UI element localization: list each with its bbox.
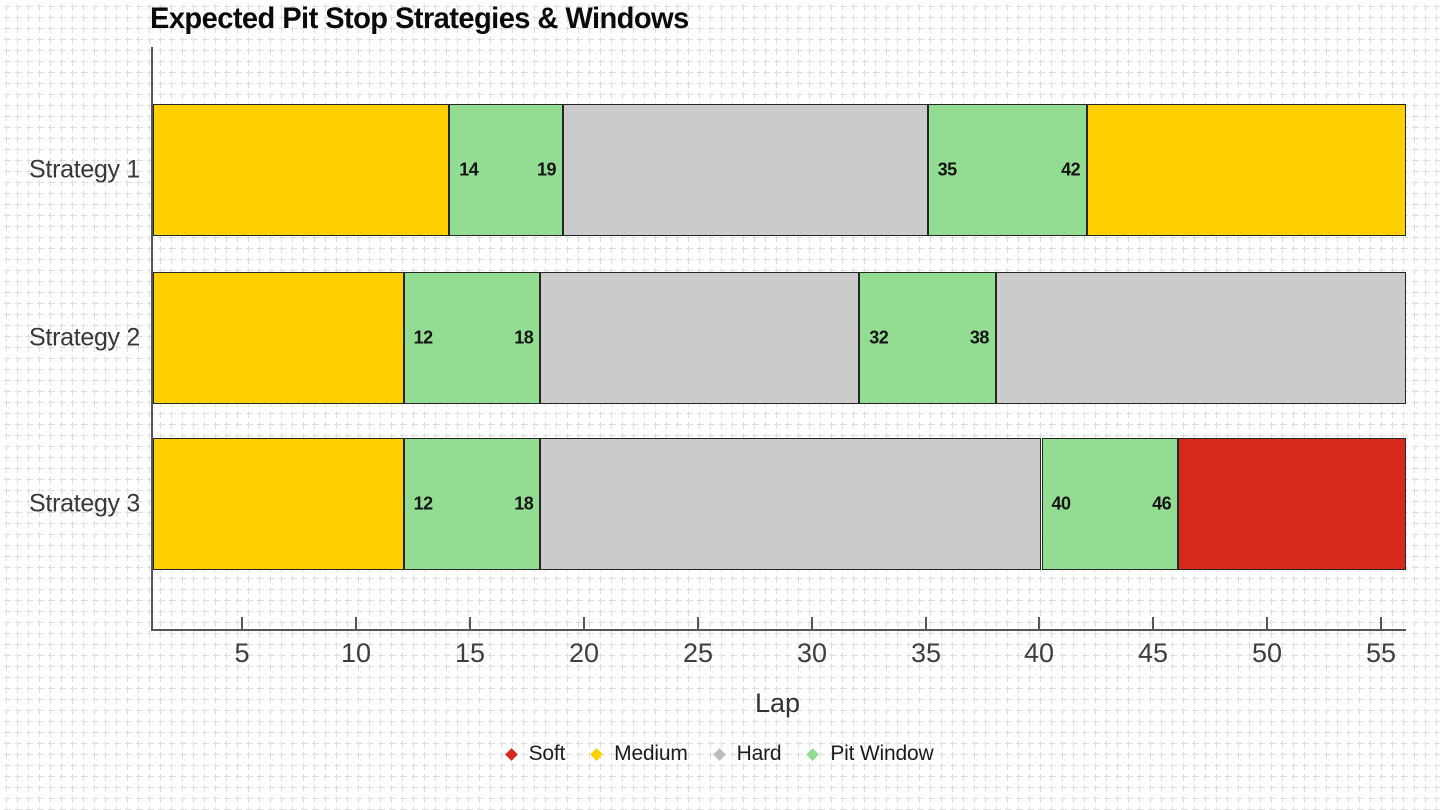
pit-window-start-label: 12 [413, 327, 434, 348]
x-tick [1152, 617, 1154, 629]
bar-segment-medium [1087, 104, 1406, 236]
chart-title: Expected Pit Stop Strategies & Windows [150, 2, 689, 35]
bar-segment-hard [995, 272, 1406, 404]
x-tick-label: 20 [568, 638, 600, 668]
x-tick [355, 617, 357, 629]
pit-window-start-label: 12 [413, 493, 434, 514]
pit-window-start-label: 35 [937, 159, 958, 180]
x-tick-label: 50 [1251, 638, 1283, 668]
x-tick-label: 10 [340, 638, 372, 668]
x-tick-label: 45 [1137, 638, 1169, 668]
legend-label: Hard [736, 742, 782, 765]
bar-segment-medium [153, 438, 404, 570]
x-tick-label: 55 [1365, 638, 1397, 668]
pit-window-end-label: 18 [514, 327, 534, 348]
bar-segment-hard [540, 272, 860, 404]
pit-window-end-label: 46 [1152, 493, 1172, 514]
legend-item-pit-window: Pit Window [806, 742, 934, 766]
bar-segment-pit-window: 12 18 [403, 438, 541, 570]
x-tick [811, 617, 813, 629]
x-tick-label: 30 [796, 638, 828, 668]
bar-segment-pit-window: 14 19 [449, 104, 564, 236]
legend-item-medium: Medium [590, 742, 688, 766]
bar-segment-soft [1178, 438, 1406, 570]
x-tick-label: 40 [1023, 638, 1055, 668]
x-tick [1380, 617, 1382, 629]
plot-area: 14 19 35 42 12 18 32 38 12 18 40 46 [151, 47, 1406, 631]
bar-segment-medium [153, 104, 450, 236]
x-tick [583, 617, 585, 629]
y-axis-label: Strategy 1 [29, 155, 140, 184]
legend-item-hard: Hard [712, 742, 782, 766]
pit-window-end-label: 42 [1061, 159, 1081, 180]
legend-label: Pit Window [830, 742, 934, 765]
bar-segment-pit-window: 35 42 [927, 104, 1088, 236]
bar-segment-pit-window: 40 46 [1041, 438, 1179, 570]
strategy-row: 12 18 40 46 [153, 438, 1406, 570]
bar-segment-medium [153, 272, 404, 404]
legend-diamond-icon [712, 747, 726, 761]
y-axis-label: Strategy 2 [29, 323, 140, 352]
x-tick-label: 35 [910, 638, 942, 668]
legend-diamond-icon [590, 747, 604, 761]
pit-window-end-label: 38 [969, 327, 990, 348]
bar-segment-hard [563, 104, 928, 236]
x-axis-title: Lap [754, 688, 801, 718]
pit-window-start-label: 32 [869, 327, 889, 348]
pit-window-start-label: 14 [459, 159, 479, 180]
pit-window-end-label: 18 [514, 493, 534, 514]
bar-segment-pit-window: 12 18 [403, 272, 541, 404]
bar-segment-pit-window: 32 38 [859, 272, 996, 404]
legend-label: Medium [614, 742, 688, 765]
legend-label: Soft [528, 742, 566, 765]
pit-window-end-label: 19 [537, 159, 557, 180]
strategy-row: 12 18 32 38 [153, 272, 1406, 404]
legend-diamond-icon [504, 747, 518, 761]
x-tick [469, 617, 471, 629]
pit-window-start-label: 40 [1051, 493, 1072, 514]
legend: Soft Medium Hard Pit Window [0, 742, 1440, 766]
legend-item-soft: Soft [504, 742, 566, 766]
x-tick [1266, 617, 1268, 629]
x-tick-label: 5 [234, 638, 250, 668]
legend-diamond-icon [806, 747, 820, 761]
x-tick [697, 617, 699, 629]
strategy-row: 14 19 35 42 [153, 104, 1406, 236]
y-axis-label: Strategy 3 [29, 489, 140, 518]
x-tick-label: 15 [454, 638, 486, 668]
x-tick [241, 617, 243, 629]
x-tick-label: 25 [682, 638, 714, 668]
x-tick [925, 617, 927, 629]
bar-segment-hard [540, 438, 1042, 570]
x-tick [1038, 617, 1040, 629]
